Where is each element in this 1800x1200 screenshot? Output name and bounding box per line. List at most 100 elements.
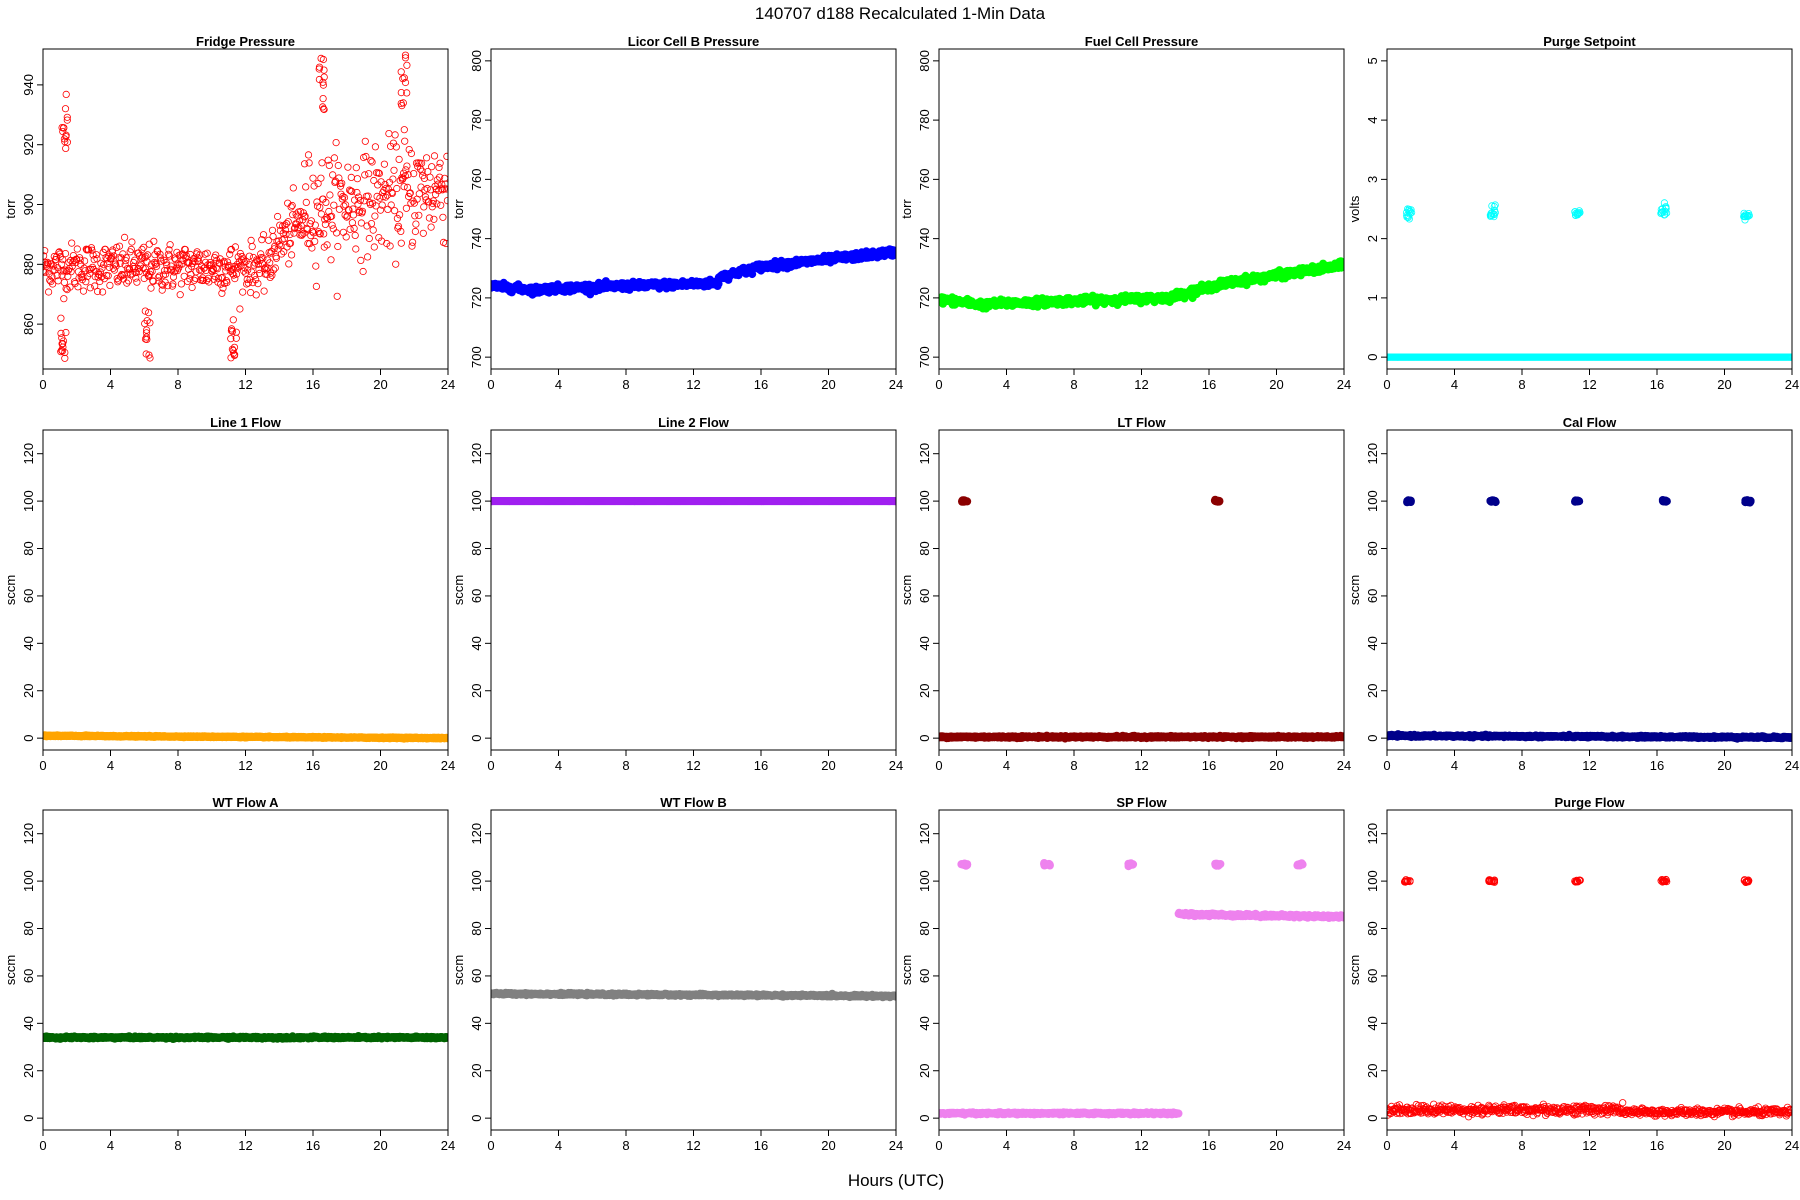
data-point	[124, 277, 133, 285]
data-point	[397, 68, 405, 76]
data-point	[186, 250, 194, 259]
x-tick-label: 0	[487, 377, 494, 392]
data-point	[371, 212, 379, 220]
y-tick-label: 700	[917, 346, 932, 368]
data-point	[326, 191, 334, 199]
data-point	[273, 212, 282, 221]
data-point	[338, 179, 346, 187]
data-point	[58, 340, 66, 348]
data-point	[1488, 202, 1496, 210]
data-point	[309, 174, 317, 182]
y-tick-label: 100	[21, 490, 36, 512]
y-tick-label: 4	[1365, 116, 1380, 123]
data-point	[168, 266, 176, 274]
data-point	[99, 288, 107, 296]
data-point	[369, 226, 377, 234]
x-tick-label: 12	[1134, 377, 1148, 392]
data-point	[348, 187, 356, 195]
series-points	[43, 51, 448, 362]
y-tick-label: 700	[469, 346, 484, 368]
x-tick-label: 8	[174, 377, 181, 392]
data-point	[63, 138, 72, 146]
data-point	[415, 211, 423, 219]
x-tick-label: 24	[1337, 377, 1351, 392]
data-point	[55, 248, 63, 257]
data-point	[93, 255, 101, 263]
data-point	[61, 105, 70, 113]
data-point	[1744, 212, 1752, 220]
data-point	[327, 256, 335, 264]
data-point	[269, 233, 277, 241]
data-point	[141, 307, 149, 315]
data-point	[133, 278, 141, 286]
data-point	[401, 78, 410, 87]
data-point	[231, 243, 239, 251]
data-point	[1403, 208, 1411, 217]
data-point	[437, 185, 445, 193]
data-point	[240, 267, 248, 275]
y-tick-label: 800	[917, 50, 932, 72]
x-tick-label: 4	[1451, 377, 1458, 392]
data-point	[313, 198, 321, 206]
data-point	[325, 161, 333, 169]
data-point	[386, 242, 394, 250]
data-point	[409, 197, 417, 205]
data-point	[221, 263, 229, 271]
data-point	[142, 333, 151, 341]
data-point	[140, 243, 148, 251]
data-point	[442, 185, 448, 193]
data-point	[144, 271, 152, 279]
data-point	[399, 75, 407, 83]
data-point	[232, 334, 240, 342]
data-point	[231, 274, 239, 283]
data-point	[367, 220, 376, 228]
data-point	[392, 260, 400, 268]
data-point	[150, 237, 158, 245]
data-point	[115, 242, 124, 250]
data-point	[403, 61, 411, 69]
data-point	[408, 238, 417, 246]
data-point	[435, 163, 443, 172]
data-point	[345, 206, 353, 214]
data-point	[430, 215, 438, 223]
data-point	[393, 184, 401, 193]
data-point	[1571, 208, 1579, 216]
plot-frame	[938, 48, 1345, 370]
data-point	[287, 203, 295, 211]
data-point	[257, 250, 265, 258]
x-tick-label: 24	[441, 758, 455, 773]
data-point	[443, 197, 448, 205]
data-point	[88, 246, 96, 254]
data-point	[229, 346, 237, 354]
data-point	[277, 250, 286, 258]
data-point	[138, 245, 146, 253]
data-point	[44, 288, 53, 296]
data-point	[390, 207, 399, 215]
data-point	[62, 328, 70, 337]
data-point	[410, 170, 418, 178]
data-point	[62, 144, 70, 152]
data-point	[357, 256, 365, 264]
data-point	[329, 225, 337, 233]
data-point	[328, 221, 336, 229]
data-point	[339, 192, 347, 201]
data-point	[203, 249, 211, 257]
data-point	[204, 274, 212, 282]
data-point	[376, 206, 385, 214]
data-point	[370, 243, 378, 251]
data-point	[371, 143, 379, 151]
data-point	[374, 169, 382, 177]
panel-title: Licor Cell B Pressure	[628, 34, 760, 49]
y-tick-label: 80	[21, 541, 36, 555]
data-point	[406, 189, 414, 197]
data-point	[119, 250, 127, 258]
data-point	[123, 279, 131, 287]
data-point	[419, 229, 427, 237]
data-point	[354, 193, 363, 201]
data-point	[43, 252, 48, 260]
data-point	[303, 224, 311, 232]
y-tick-label: 900	[21, 194, 36, 216]
